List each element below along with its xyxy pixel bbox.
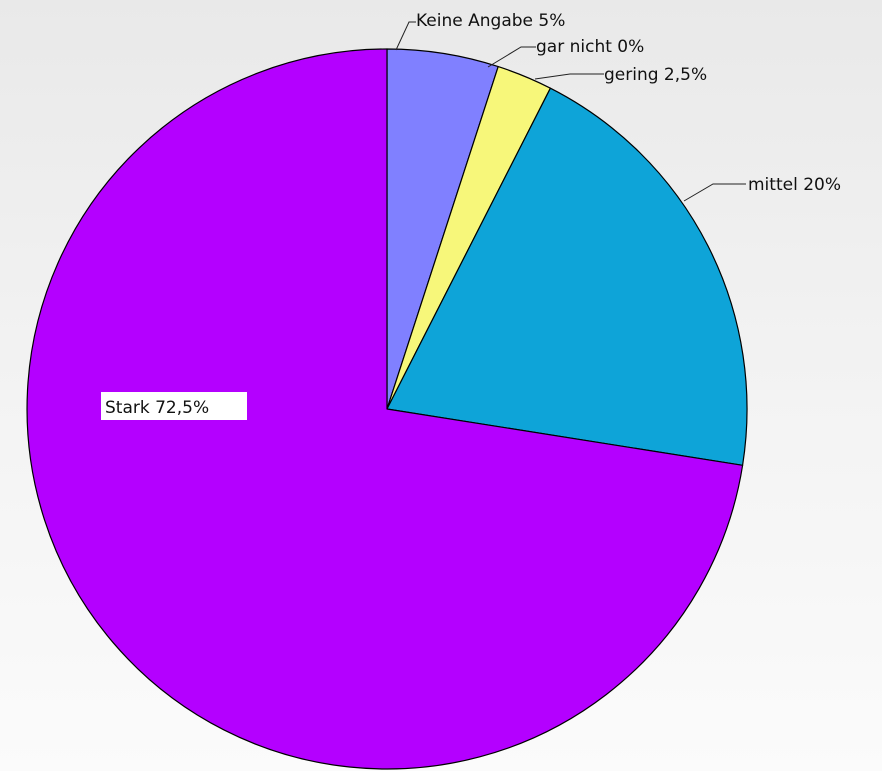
pie-slice-3 xyxy=(386,87,748,466)
leader-line-2 xyxy=(534,73,604,80)
label-mittel: mittel 20% xyxy=(748,175,841,195)
leader-line-1 xyxy=(487,46,536,68)
leader-line-0 xyxy=(395,21,416,51)
label-keine-angabe: Keine Angabe 5% xyxy=(416,11,565,31)
leader-lines xyxy=(395,21,746,202)
label-stark: Stark 72,5% xyxy=(105,398,209,418)
label-gar-nicht: gar nicht 0% xyxy=(536,37,644,57)
label-gering: gering 2,5% xyxy=(604,65,707,85)
label-stark-box xyxy=(101,392,247,420)
slice-labels: Keine Angabe 5% gar nicht 0% gering 2,5%… xyxy=(101,11,841,420)
leader-line-3 xyxy=(683,183,746,202)
pie-slice-4 xyxy=(26,48,744,770)
pie-slices xyxy=(26,48,748,770)
